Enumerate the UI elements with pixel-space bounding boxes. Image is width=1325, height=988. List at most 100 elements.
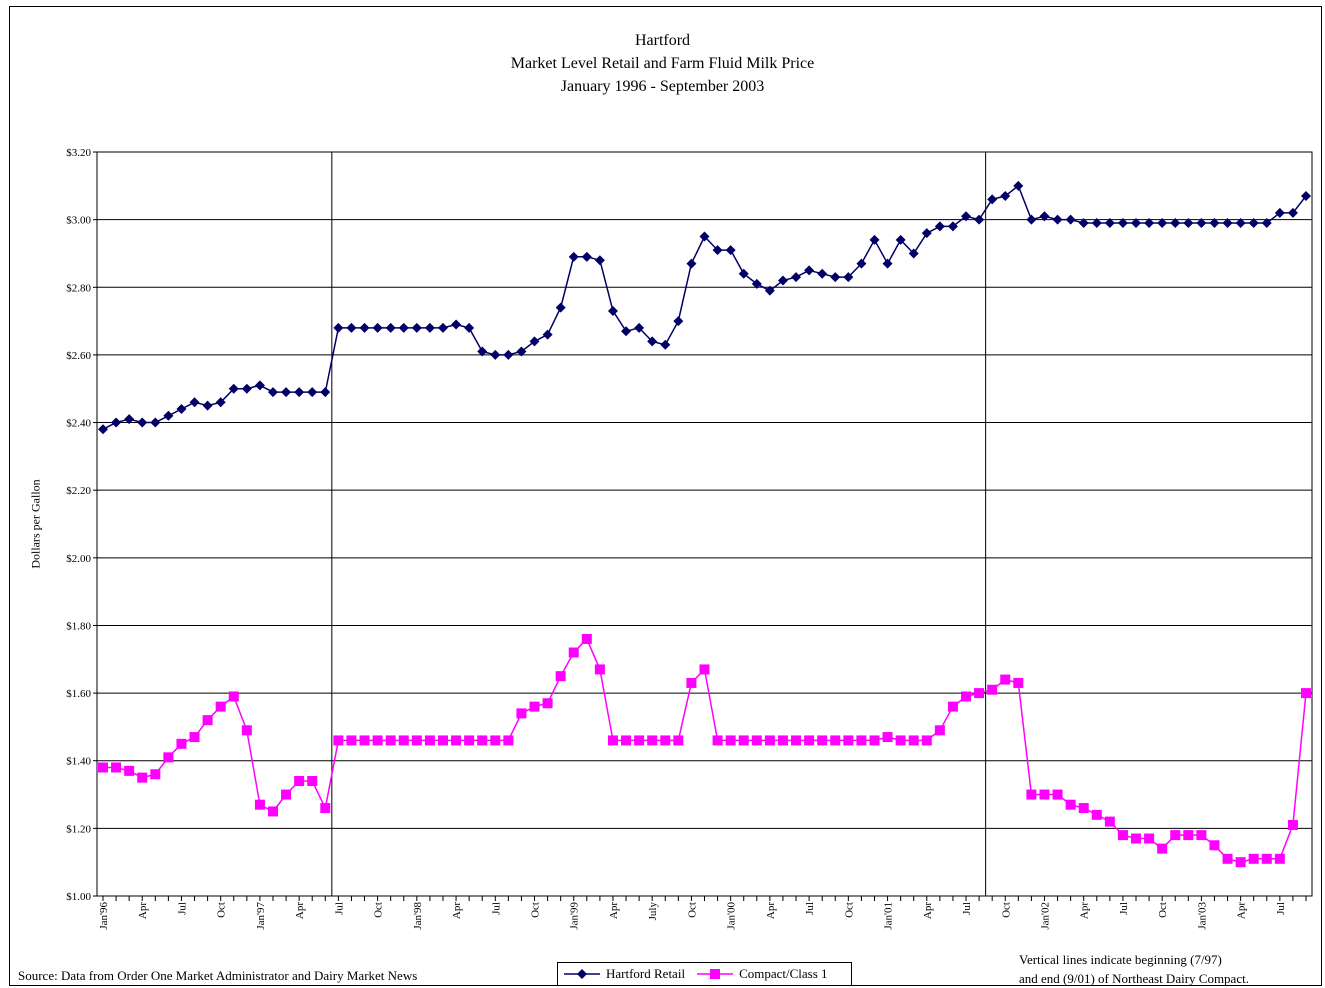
x-tick-label: July <box>647 902 659 921</box>
chart-title: Hartford <box>634 32 691 49</box>
x-tick-label: Apr <box>608 902 620 919</box>
x-tick-label: Jul <box>804 902 816 915</box>
compact-point <box>163 752 174 763</box>
x-tick-label: Oct <box>843 902 855 918</box>
y-tick-label: $2.00 <box>66 553 91 565</box>
compact-point <box>1157 843 1168 854</box>
compact-point <box>634 735 645 746</box>
retail-point <box>1301 190 1311 201</box>
retail-point <box>202 400 213 411</box>
compact-point <box>451 735 462 746</box>
compact-point <box>437 735 448 746</box>
compact-note-line-1: Vertical lines indicate beginning (7/97) <box>1019 952 1222 967</box>
x-tick-label: Apr <box>1236 902 1248 919</box>
compact-point <box>1117 830 1128 841</box>
compact-point <box>934 725 945 736</box>
retail-point <box>346 322 357 333</box>
retail-point <box>555 302 566 313</box>
retail-point <box>621 326 632 337</box>
retail-point <box>804 265 815 276</box>
retail-point <box>254 380 265 391</box>
retail-point <box>411 322 422 333</box>
retail-point <box>1078 218 1089 229</box>
retail-point <box>934 221 945 232</box>
retail-point <box>699 231 710 242</box>
x-tick-label: Jan'96 <box>98 902 110 930</box>
compact-point <box>346 735 357 746</box>
retail-point <box>359 322 370 333</box>
retail-point <box>1117 218 1128 229</box>
compact-point <box>1144 833 1155 844</box>
compact-point <box>1261 853 1272 864</box>
retail-point <box>921 228 932 239</box>
retail-point <box>150 417 161 428</box>
retail-point <box>111 417 122 428</box>
retail-point <box>1248 218 1259 229</box>
x-tick-label: Jan'03 <box>1196 902 1208 930</box>
x-tick-label: Apr <box>294 902 306 919</box>
y-tick-label: $1.80 <box>66 620 91 632</box>
retail-point <box>372 322 383 333</box>
compact-point <box>947 701 958 712</box>
retail-point <box>817 268 828 279</box>
x-tick-label: Oct <box>216 902 228 918</box>
x-tick-label: Jan'99 <box>569 902 581 930</box>
compact-point <box>215 701 226 712</box>
compact-point <box>320 803 331 814</box>
compact-point <box>804 735 815 746</box>
retail-point <box>882 258 893 269</box>
compact-point <box>307 776 318 787</box>
retail-point <box>961 211 972 222</box>
compact-point <box>267 806 278 817</box>
retail-point <box>516 346 527 357</box>
compact-point <box>1065 799 1076 810</box>
retail-point <box>738 268 749 279</box>
compact-point <box>516 708 527 719</box>
compact-point <box>1131 833 1142 844</box>
compact-point <box>359 735 370 746</box>
retail-point <box>385 322 396 333</box>
retail-point <box>1183 218 1194 229</box>
retail-point <box>320 387 331 398</box>
compact-point <box>751 735 762 746</box>
retail-point <box>1157 218 1168 229</box>
x-tick-label: Jan'98 <box>412 902 424 930</box>
source-note: Source: Data from Order One Market Admin… <box>18 968 418 983</box>
compact-point <box>921 735 932 746</box>
retail-point <box>398 322 409 333</box>
retail-point <box>1052 214 1063 225</box>
y-tick-label: $3.20 <box>66 147 91 159</box>
compact-point <box>202 715 213 726</box>
retail-point <box>594 255 605 266</box>
compact-point <box>712 735 723 746</box>
retail-point <box>1013 180 1024 191</box>
compact-point <box>830 735 841 746</box>
retail-point <box>1196 218 1207 229</box>
compact-point <box>673 735 684 746</box>
y-tick-label: $1.20 <box>66 823 91 835</box>
legend-entry-retail: Hartford Retail <box>562 966 685 982</box>
retail-point <box>542 329 553 340</box>
x-tick-label: Oct <box>1157 902 1169 918</box>
retail-point <box>568 251 579 262</box>
retail-point <box>215 397 226 408</box>
compact-point <box>150 769 161 780</box>
compact-point <box>424 735 435 746</box>
compact-point <box>503 735 514 746</box>
chart-frame <box>9 6 1322 986</box>
retail-point <box>1039 211 1050 222</box>
retail-point <box>791 272 802 283</box>
compact-point <box>1235 857 1246 868</box>
compact-point <box>111 762 122 773</box>
compact-point <box>1196 830 1207 841</box>
retail-point <box>1000 190 1011 201</box>
retail-point <box>686 258 697 269</box>
y-tick-label: $3.00 <box>66 215 91 227</box>
compact-point <box>777 735 788 746</box>
retail-point <box>477 346 488 357</box>
compact-point <box>98 762 108 773</box>
compact-point <box>895 735 906 746</box>
compact-point <box>176 738 187 749</box>
x-tick-label: Jul <box>176 902 188 915</box>
compact-point <box>333 735 344 746</box>
